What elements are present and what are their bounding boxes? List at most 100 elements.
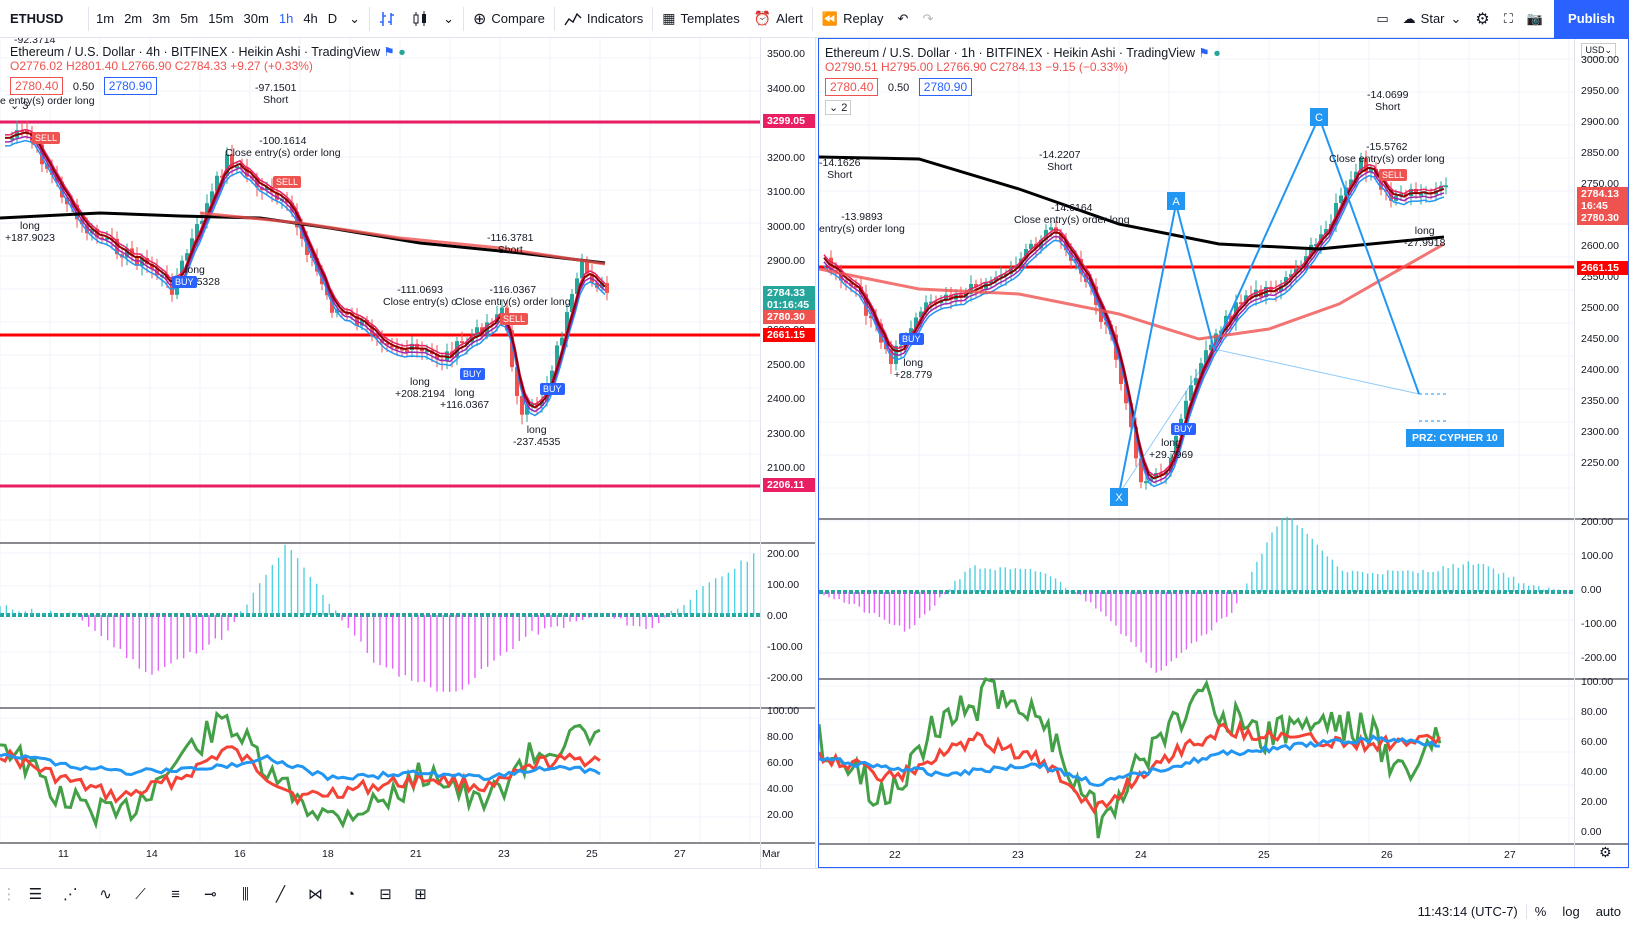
candles-icon[interactable] [404, 0, 436, 38]
abcd-pattern-icon[interactable]: ⋰ [63, 886, 78, 903]
timeframe-D[interactable]: D [327, 11, 338, 26]
trade-annotation: long +187.9023 [5, 220, 55, 244]
collapse-indicators[interactable]: ⌄ 3 [10, 100, 29, 112]
measure-icon[interactable]: ⊸ [204, 886, 217, 903]
cypher-pattern-line [1118, 348, 1420, 495]
gann-icon[interactable]: ◔ [345, 885, 356, 903]
redo-icon[interactable]: ↷ [922, 10, 934, 26]
bar-style-icon[interactable] [372, 0, 404, 38]
undo-icon[interactable]: ↶ [897, 10, 909, 26]
left-chart-title: Ethereum / U.S. Dollar · 4h · BITFINEX ·… [10, 45, 381, 59]
layout-icon[interactable]: ▭ [1376, 10, 1389, 26]
buy-signal[interactable]: BUY [1171, 423, 1196, 435]
trade-annotation: -92.3714 [14, 38, 56, 46]
candle-body [869, 315, 873, 319]
timeframe-1m[interactable]: 1m [96, 11, 115, 26]
symbol-search[interactable]: ETHUSD [10, 11, 64, 26]
chart-settings-icon[interactable]: ⚙ [1599, 844, 1612, 860]
fullscreen-icon[interactable]: ⛶ [1503, 10, 1513, 26]
clock-time[interactable]: 11:43:14 (UTC-7) [1417, 903, 1518, 919]
time-axis-label: 25 [586, 848, 598, 860]
timeframe-15m[interactable]: 15m [208, 11, 234, 26]
trend-line-icon[interactable]: ⟋ [135, 885, 146, 903]
candle-body [585, 261, 589, 274]
compare-button[interactable]: ⊕ Compare [472, 10, 545, 28]
sell-price-button[interactable]: 2780.40 [825, 78, 879, 96]
left-chart-pane[interactable]: Ethereum / U.S. Dollar · 4h · BITFINEX ·… [0, 38, 816, 868]
timeframe-3m[interactable]: 3m [152, 11, 171, 26]
sell-price-button[interactable]: 2780.40 [10, 77, 64, 95]
timeframe-4h[interactable]: 4h [303, 11, 318, 26]
elliott-wave-icon[interactable]: ∿ [99, 886, 112, 903]
indicators-button[interactable]: Indicators [557, 0, 650, 38]
collapse-indicators[interactable]: ⌄ 2 [825, 100, 852, 115]
macd-axis-label: -200.00 [767, 672, 803, 684]
pattern-point-A: A [1167, 192, 1185, 210]
timeframe-2m[interactable]: 2m [124, 11, 143, 26]
horizontal-lines-icon[interactable]: ☰ [28, 886, 43, 903]
buy-price-button[interactable]: 2780.90 [103, 77, 158, 95]
candle-body [849, 282, 853, 286]
left-price-axis[interactable]: 3500.003400.003300.003200.003100.003000.… [760, 38, 815, 868]
fib-icon[interactable]: ≡ [171, 885, 180, 903]
buy-signal[interactable]: BUY [172, 276, 197, 288]
candle-body [1139, 458, 1143, 483]
auto-toggle[interactable]: auto [1595, 903, 1621, 919]
camera-icon[interactable]: 📷 [1526, 10, 1544, 26]
replay-button[interactable]: ⏪ Replay [821, 10, 884, 27]
trade-annotation: long +29.7969 [1149, 437, 1194, 461]
candle-body [994, 277, 998, 281]
list-icon[interactable]: ⊞ [414, 886, 427, 903]
currency-select[interactable]: USD⌄ [1581, 43, 1616, 58]
right-price-axis[interactable]: 200.00 100.00 0.00 -100.00 -200.00 100.00 80.0… [1574, 39, 1628, 867]
candle-body [1149, 477, 1153, 482]
candle-body [460, 341, 464, 344]
xabcd-icon[interactable]: ⋈ [308, 886, 323, 903]
price-tag: 2661.15 [763, 328, 815, 342]
macd-axis-label: 200.00 [1581, 516, 1614, 528]
sell-signal[interactable]: SELL [500, 313, 529, 325]
divider [811, 6, 813, 31]
sell-signal[interactable]: SELL [32, 132, 61, 144]
position-icon[interactable]: ⊟ [379, 886, 392, 903]
trade-annotation: e entry(s) order long [0, 95, 95, 107]
timeframe-1h[interactable]: 1h [278, 11, 294, 26]
rsi-line-blue [0, 752, 601, 782]
candle-body [1414, 188, 1418, 194]
sell-signal[interactable]: SELL [273, 176, 302, 188]
candle-body [25, 130, 29, 133]
save-layout-button[interactable]: ☁ Star ⌄ [1402, 10, 1462, 27]
trade-annotation: long -237.4535 [513, 424, 561, 448]
chart-type-dropdown[interactable]: ⌄ [443, 10, 454, 26]
left-chart-canvas[interactable] [0, 38, 816, 868]
right-chart-canvas[interactable]: X A C [819, 39, 1629, 868]
timeframe-5m[interactable]: 5m [180, 11, 199, 26]
candle-body [1194, 378, 1198, 386]
templates-button[interactable]: ▦ Templates [662, 10, 740, 26]
trade-annotation: -100.1614 Close entry(s) order long [225, 135, 341, 159]
publish-button[interactable]: Publish [1554, 0, 1629, 38]
percent-toggle[interactable]: % [1525, 903, 1555, 919]
line-icon[interactable]: ╱ [275, 886, 286, 903]
candle-body [1209, 344, 1213, 351]
chevron-down-icon: ⌄ [349, 10, 361, 26]
timeframe-dropdown[interactable]: ⌄ [342, 0, 367, 38]
candle-body [1144, 481, 1148, 484]
sell-signal[interactable]: SELL [1379, 169, 1408, 181]
buy-price-button[interactable]: 2780.90 [918, 78, 973, 96]
buy-signal[interactable]: BUY [460, 368, 485, 380]
buy-signal[interactable]: BUY [899, 333, 924, 345]
flag-icon: ⚑ [383, 45, 395, 59]
bars-icon[interactable]: ⫼ [242, 885, 249, 903]
settings-gear-icon[interactable]: ⚙ [1475, 10, 1490, 28]
right-chart-pane[interactable]: X A C Ethereum / U.S. Dollar · 1h · BITFIN… [818, 38, 1629, 868]
log-toggle[interactable]: log [1562, 903, 1580, 919]
prz-label[interactable]: PRZ: CYPHER 10 [1406, 429, 1504, 447]
candle-body [1384, 189, 1388, 192]
timeframe-30m[interactable]: 30m [243, 11, 269, 26]
buy-signal[interactable]: BUY [540, 383, 565, 395]
drag-handle-icon[interactable]: ⋮ [1, 886, 17, 903]
alert-button[interactable]: ⏰ Alert [753, 10, 803, 26]
price-axis-label: 2950.00 [1581, 85, 1619, 97]
top-toolbar: ETHUSD 1m 2m 3m 5m 15m 30m 1h 4h D ⌄ ⌄ ⊕ Compare… [0, 0, 1629, 38]
